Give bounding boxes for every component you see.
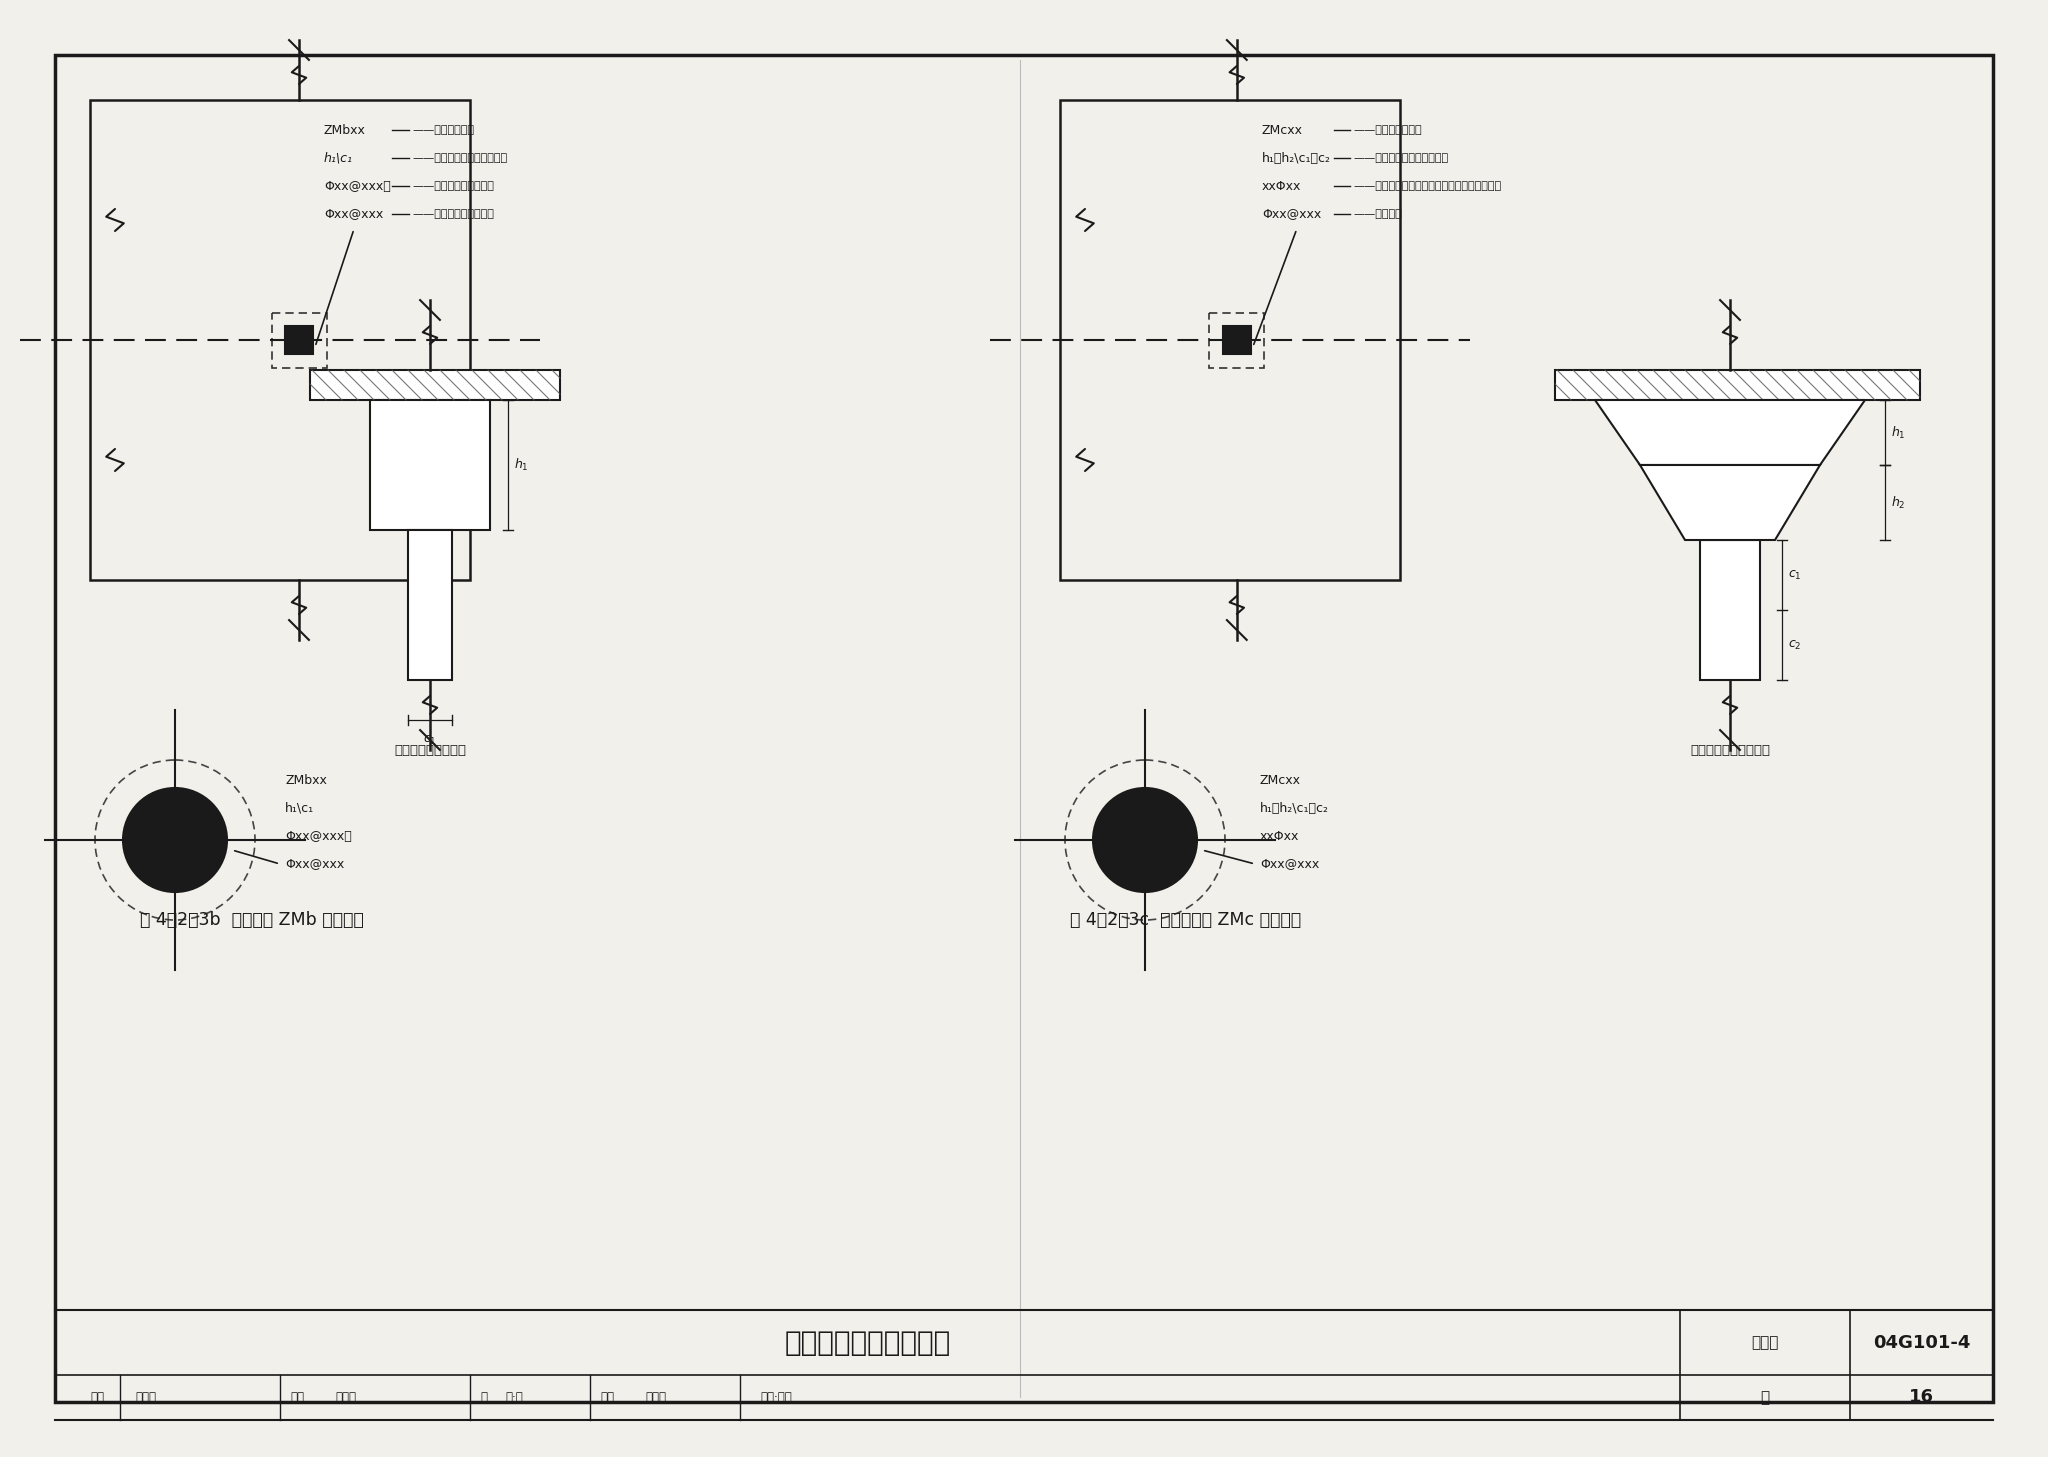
Text: ——几何尺寸（见右下图示）: ——几何尺寸（见右下图示） xyxy=(1354,153,1448,163)
Text: ——水平箍筋（非必配）: ——水平箍筋（非必配） xyxy=(412,208,494,219)
Text: 阝旨·青来: 阝旨·青来 xyxy=(760,1391,793,1405)
Text: Φxx@xxx: Φxx@xxx xyxy=(285,858,344,870)
Text: 图 4．2．3c  变倾角柱帽 ZMc 引注图示: 图 4．2．3c 变倾角柱帽 ZMc 引注图示 xyxy=(1069,911,1300,930)
Bar xyxy=(1208,312,1264,367)
Text: Φxx@xxx: Φxx@xxx xyxy=(1260,858,1319,870)
Text: ——托板柱帽编号: ——托板柱帽编号 xyxy=(412,125,473,136)
Text: Φxx@xxx: Φxx@xxx xyxy=(324,207,383,220)
Bar xyxy=(285,326,313,354)
Text: 04G101-4: 04G101-4 xyxy=(1872,1333,1970,1352)
Text: 图集号: 图集号 xyxy=(1751,1335,1778,1351)
Text: 图 4．2．3b  托板柱帽 ZMb 引注图示: 图 4．2．3b 托板柱帽 ZMb 引注图示 xyxy=(139,911,365,930)
Text: $h_1$: $h_1$ xyxy=(1890,424,1905,440)
Circle shape xyxy=(1094,788,1196,892)
Text: 页: 页 xyxy=(1761,1390,1769,1405)
Text: 校对: 校对 xyxy=(291,1391,303,1405)
Bar xyxy=(1061,101,1401,580)
Text: h₁，h₂\c₁，c₂: h₁，h₂\c₁，c₂ xyxy=(1262,152,1331,165)
Text: 陈青来: 陈青来 xyxy=(645,1391,666,1405)
Bar xyxy=(408,530,453,680)
Text: $c_2$: $c_2$ xyxy=(1788,638,1802,651)
Bar xyxy=(1223,326,1251,354)
Text: 变倾角柱帽的立面形状: 变倾角柱帽的立面形状 xyxy=(1690,743,1769,756)
Text: ZMcxx: ZMcxx xyxy=(1262,124,1303,137)
Text: ——几何尺寸（见右下图示）: ——几何尺寸（见右下图示） xyxy=(412,153,508,163)
Text: h₁\c₁: h₁\c₁ xyxy=(324,152,352,165)
Text: ——周围斜異向纵筋（两段交叉或弯转变角度）: ——周围斜異向纵筋（两段交叉或弯转变角度） xyxy=(1354,181,1501,191)
Text: 审核: 审核 xyxy=(90,1391,104,1405)
Text: 16: 16 xyxy=(1909,1389,1933,1406)
Text: ZMbxx: ZMbxx xyxy=(324,124,367,137)
Text: Φxx@xxx网: Φxx@xxx网 xyxy=(285,829,352,842)
Text: ZMbxx: ZMbxx xyxy=(285,774,328,787)
Text: 刘其祥: 刘其祥 xyxy=(336,1391,356,1405)
Text: 陈劲嗪: 陈劲嗪 xyxy=(135,1391,156,1405)
Text: $h_2$: $h_2$ xyxy=(1890,494,1905,510)
Text: 托板柱帽的立面形状: 托板柱帽的立面形状 xyxy=(393,743,467,756)
Text: $h_1$: $h_1$ xyxy=(514,457,528,474)
Text: ——变倾角柱帽编号: ——变倾角柱帽编号 xyxy=(1354,125,1423,136)
Text: 楼板相关构造制图规则: 楼板相关构造制图规则 xyxy=(784,1329,950,1356)
Bar xyxy=(1700,541,1759,680)
Bar xyxy=(1554,370,1921,401)
Circle shape xyxy=(123,788,227,892)
Text: ——水平箍筋: ——水平箍筋 xyxy=(1354,208,1403,219)
Text: xxΦxx: xxΦxx xyxy=(1260,829,1298,842)
Text: 制: 制 xyxy=(479,1391,487,1405)
Polygon shape xyxy=(1640,465,1821,541)
Text: 基·辉: 基·辉 xyxy=(506,1391,522,1405)
Text: xxΦxx: xxΦxx xyxy=(1262,179,1300,192)
Polygon shape xyxy=(1595,401,1866,465)
Bar xyxy=(309,370,559,401)
Text: ZMcxx: ZMcxx xyxy=(1260,774,1300,787)
Text: ——托板下部双向钉局网: ——托板下部双向钉局网 xyxy=(412,181,494,191)
Bar xyxy=(371,401,489,530)
Text: Φxx@xxx: Φxx@xxx xyxy=(1262,207,1321,220)
Bar xyxy=(90,101,469,580)
Text: h₁，h₂\c₁，c₂: h₁，h₂\c₁，c₂ xyxy=(1260,801,1329,814)
Bar xyxy=(272,312,326,367)
Text: $c_1$: $c_1$ xyxy=(424,734,436,747)
Text: $c_1$: $c_1$ xyxy=(1788,568,1802,581)
Text: Φxx@xxx网: Φxx@xxx网 xyxy=(324,179,391,192)
Text: 设计: 设计 xyxy=(600,1391,614,1405)
Text: h₁\c₁: h₁\c₁ xyxy=(285,801,313,814)
